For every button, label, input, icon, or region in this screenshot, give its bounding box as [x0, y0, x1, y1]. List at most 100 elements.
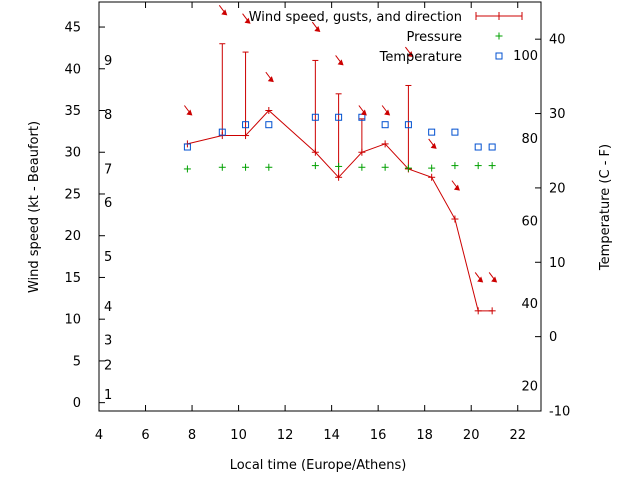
pressure-point: [218, 163, 226, 171]
y-right-tick-label: 30: [549, 107, 566, 122]
wind-speed-point: [335, 173, 343, 181]
pressure-point: [428, 164, 436, 172]
pressure-point: [183, 165, 191, 173]
y-right-tick-label: -10: [549, 405, 570, 420]
y-left-tick-label: 15: [64, 271, 81, 286]
beaufort-label: 7: [104, 162, 112, 177]
pressure-point: [311, 162, 319, 170]
wind-arrow: [358, 105, 367, 116]
temperature-point: [404, 121, 412, 129]
y-left-tick-label: 0: [73, 396, 81, 411]
beaufort-label: 5: [104, 250, 112, 265]
plot-frame: [98, 1, 542, 412]
fahrenheit-label: 60: [521, 214, 538, 229]
temperature-point: [265, 121, 273, 129]
x-tick-label: 14: [323, 428, 340, 443]
wind-arrow: [474, 272, 484, 283]
wind-speed-point: [265, 107, 273, 115]
fahrenheit-labels: 20 40 60 80 100: [513, 49, 538, 395]
legend-sample-temperature: [495, 52, 503, 60]
wind-arrow: [242, 13, 251, 24]
wind-speed-point: [311, 148, 319, 156]
wind-speed-point: [381, 140, 389, 148]
wind-speed-point: [488, 307, 496, 315]
legend-label-wind: Wind speed, gusts, and direction: [249, 10, 462, 25]
temperature-point: [488, 143, 496, 151]
wind-speed-point: [242, 132, 250, 140]
y-left-tick-label: 35: [64, 104, 81, 119]
temperature-point: [311, 113, 319, 121]
beaufort-label: 9: [104, 54, 112, 69]
wind-direction-arrows: [183, 5, 498, 283]
wind-speed-line: [187, 109, 493, 312]
pressure-point: [358, 163, 366, 171]
y-left-tick-label: 40: [64, 62, 81, 77]
y-right-axis-ticks: -10 0 10 20 30 40: [535, 33, 570, 420]
beaufort-label: 4: [104, 300, 112, 315]
fahrenheit-label: 40: [521, 297, 538, 312]
x-tick-label: 22: [509, 428, 526, 443]
pressure-point: [488, 162, 496, 170]
wind-speed-point: [358, 148, 366, 156]
wind-arrow: [218, 5, 228, 16]
x-tick-label: 20: [463, 428, 480, 443]
pressure-point: [404, 164, 412, 172]
y-left-tick-label: 10: [64, 313, 81, 328]
beaufort-label: 8: [104, 108, 112, 123]
legend: Wind speed, gusts, and direction Pressur…: [249, 10, 523, 65]
y-left-tick-label: 20: [64, 229, 81, 244]
pressure-series: [183, 162, 496, 173]
fahrenheit-label: 100: [513, 49, 538, 64]
legend-sample-wind: [475, 12, 523, 20]
beaufort-label: 3: [104, 334, 112, 349]
wind-arrow: [311, 21, 321, 33]
beaufort-label: 2: [104, 359, 112, 374]
pressure-point: [265, 163, 273, 171]
x-tick-label: 8: [188, 428, 196, 443]
x-axis-ticks: 4 6 8 10 12 14 16 18 20 22: [95, 2, 526, 443]
temperature-point: [451, 128, 459, 136]
temperature-series: [183, 113, 496, 151]
temperature-point: [428, 128, 436, 136]
beaufort-labels: 1 2 3 4 5 6 7 8 9: [104, 54, 112, 403]
y-left-axis-label: Wind speed (kt - Beaufort): [27, 121, 42, 293]
x-tick-label: 6: [141, 428, 149, 443]
y-right-tick-label: 0: [549, 330, 557, 345]
legend-label-temperature: Temperature: [379, 50, 462, 65]
pressure-point: [474, 162, 482, 170]
wind-arrow: [265, 71, 274, 83]
wind-arrow: [381, 105, 391, 116]
y-right-tick-label: 20: [549, 181, 566, 196]
wind-speed-point: [451, 215, 459, 223]
x-tick-label: 10: [230, 428, 247, 443]
legend-label-pressure: Pressure: [406, 30, 462, 45]
temperature-point: [242, 121, 250, 129]
x-tick-label: 4: [95, 428, 103, 443]
wind-arrow: [451, 180, 460, 191]
fahrenheit-label: 20: [521, 380, 538, 395]
wind-speed-series: [183, 107, 496, 315]
y-left-axis-ticks: 0 5 10 15 20 25 30 35 40 45: [64, 21, 105, 411]
wind-arrow: [335, 55, 344, 66]
y-left-tick-label: 25: [64, 187, 81, 202]
x-axis-label: Local time (Europe/Athens): [230, 458, 407, 473]
x-tick-label: 18: [416, 428, 433, 443]
beaufort-label: 6: [104, 196, 112, 211]
wind-arrow: [428, 138, 437, 149]
y-left-tick-label: 30: [64, 146, 81, 161]
y-right-tick-label: 40: [549, 33, 566, 48]
legend-sample-pressure: [495, 32, 503, 40]
y-left-tick-label: 5: [73, 354, 81, 369]
y-right-tick-label: 10: [549, 256, 566, 271]
wind-arrow: [183, 105, 193, 116]
y-left-tick-label: 45: [64, 21, 81, 36]
pressure-point: [451, 162, 459, 170]
temperature-point: [218, 128, 226, 136]
plot-border: [98, 1, 542, 412]
fahrenheit-label: 80: [521, 132, 538, 147]
pressure-point: [381, 163, 389, 171]
wind-arrow: [404, 46, 414, 58]
temperature-point: [335, 113, 343, 121]
beaufort-label: 1: [104, 388, 112, 403]
